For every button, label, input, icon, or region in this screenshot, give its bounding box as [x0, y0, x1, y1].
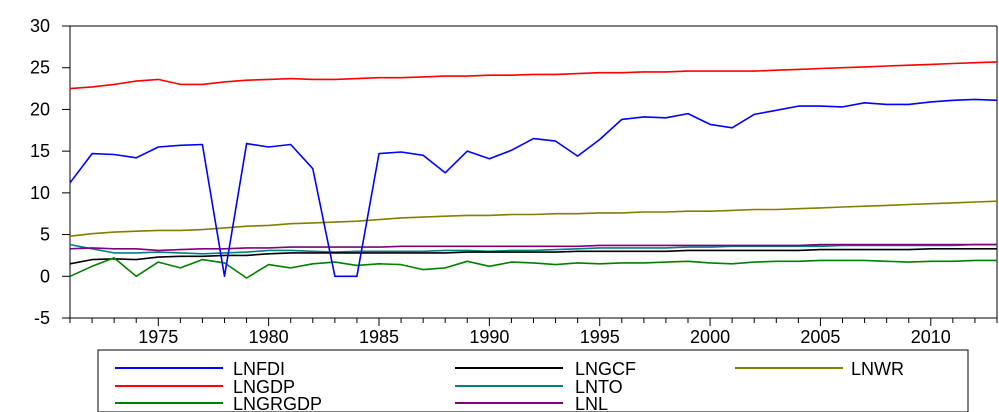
legend-box	[97, 349, 969, 412]
legend-label-lnto: LNTO	[575, 377, 623, 397]
series-line-lngrgdp	[69, 257, 997, 279]
legend-label-lngdp: LNGDP	[233, 377, 295, 397]
x-tick-label: 2000	[690, 327, 730, 347]
series-line-lngdp	[69, 61, 998, 90]
y-tick-label: 5	[40, 225, 50, 245]
x-tick-label: 2010	[911, 327, 951, 347]
x-tick-label: 1975	[138, 327, 178, 347]
y-tick-label: 15	[30, 141, 50, 161]
legend-label-lngrgdp: LNGRGDP	[233, 394, 322, 412]
x-axis: 1975 1980 1985 1990 1995 2000 2005 2010	[69, 317, 998, 347]
y-axis: -5 0 5 10 15 20 25 30	[30, 16, 70, 328]
legend-label-lngcf: LNGCF	[575, 359, 636, 379]
plot-frame	[69, 25, 998, 318]
y-tick-label: 30	[30, 16, 50, 36]
y-tick-label: 10	[30, 183, 50, 203]
y-tick-label: 20	[30, 99, 50, 119]
y-tick-label: 0	[40, 266, 50, 286]
x-tick-label: 1995	[580, 327, 620, 347]
series-line-lngcf	[69, 248, 997, 265]
legend-label-lnfdi: LNFDI	[233, 359, 285, 379]
legend-label-lnwr: LNWR	[851, 359, 904, 379]
series-layer	[69, 61, 998, 279]
x-tick-label: 1985	[359, 327, 399, 347]
legend: LNFDI LNGCF LNWR LNGDP LNTO LNGRGDP LNL	[97, 349, 969, 412]
series-line-lnfdi	[69, 98, 998, 278]
x-tick-label: 1980	[249, 327, 289, 347]
series-line-lnwr	[69, 200, 998, 237]
y-tick-label: 25	[30, 58, 50, 78]
y-tick-label: -5	[34, 308, 50, 328]
x-tick-label: 2005	[800, 327, 840, 347]
x-tick-label: 1990	[469, 327, 509, 347]
series-line-lnl	[69, 243, 997, 252]
legend-label-lnl: LNL	[575, 394, 608, 412]
